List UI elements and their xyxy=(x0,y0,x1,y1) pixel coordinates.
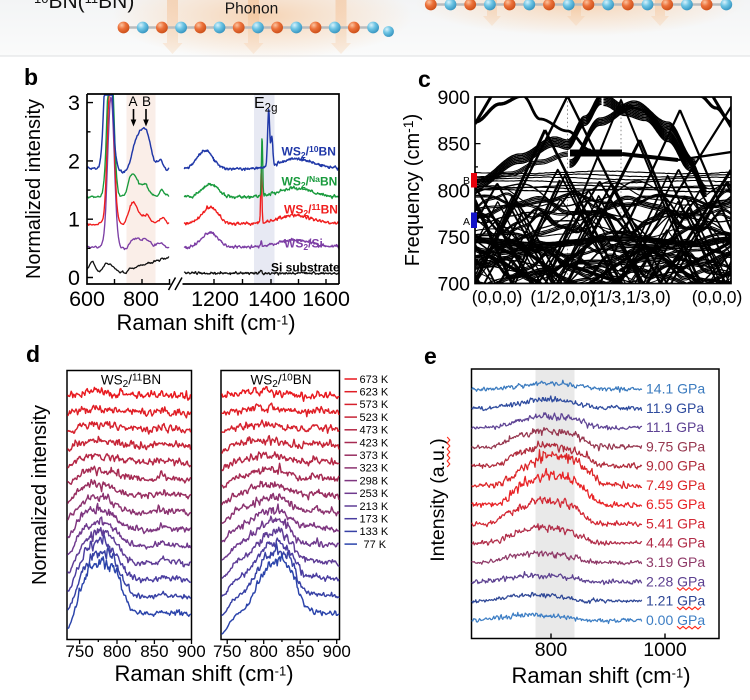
svg-text:2: 2 xyxy=(68,149,80,173)
svg-text:B: B xyxy=(463,175,470,187)
svg-text:WS2/NaBN: WS2/NaBN xyxy=(282,174,338,190)
svg-text:11.1 GPa: 11.1 GPa xyxy=(646,419,704,435)
svg-text:750: 750 xyxy=(213,642,241,661)
svg-text:4.44 GPa: 4.44 GPa xyxy=(646,535,705,551)
svg-text:(0,0,0): (0,0,0) xyxy=(472,287,523,307)
svg-text:Si substrate: Si substrate xyxy=(271,261,340,275)
svg-text:Raman shift (cm-1): Raman shift (cm-1) xyxy=(114,661,293,686)
svg-text:900: 900 xyxy=(177,642,205,661)
svg-text:323 K: 323 K xyxy=(360,463,389,475)
svg-text:1: 1 xyxy=(68,208,80,232)
svg-text:800: 800 xyxy=(535,639,568,661)
svg-text:523 K: 523 K xyxy=(360,412,389,424)
svg-text:5.41 GPa: 5.41 GPa xyxy=(646,515,705,531)
svg-text:213 K: 213 K xyxy=(360,501,389,513)
svg-text:WS2/Si: WS2/Si xyxy=(284,237,323,253)
svg-text:850: 850 xyxy=(437,134,470,156)
svg-text:1600: 1600 xyxy=(302,287,350,311)
svg-text:623 K: 623 K xyxy=(360,387,389,399)
svg-text:473 K: 473 K xyxy=(360,425,389,437)
svg-text:133 K: 133 K xyxy=(360,526,389,538)
svg-text:800: 800 xyxy=(103,642,131,661)
svg-text:A: A xyxy=(463,216,470,228)
svg-text:(1/3,1/3,0): (1/3,1/3,0) xyxy=(591,287,671,307)
svg-text:WS2/10BN: WS2/10BN xyxy=(251,372,312,390)
svg-text:1.21 GPa: 1.21 GPa xyxy=(646,593,705,609)
svg-text:800: 800 xyxy=(250,642,278,661)
svg-text:373 K: 373 K xyxy=(360,450,389,462)
svg-text:7.49 GPa: 7.49 GPa xyxy=(646,477,705,493)
svg-text:9.75 GPa: 9.75 GPa xyxy=(646,438,705,454)
svg-text:B: B xyxy=(142,94,151,109)
svg-text:Intensity (a.u.): Intensity (a.u.) xyxy=(427,438,449,562)
svg-text:9.00 GPa: 9.00 GPa xyxy=(646,458,705,474)
svg-text:(1/2,0,0): (1/2,0,0) xyxy=(530,287,595,307)
svg-text:77 K: 77 K xyxy=(364,539,387,551)
svg-text:Normalized intensity: Normalized intensity xyxy=(23,99,45,279)
svg-text:1200: 1200 xyxy=(191,287,239,311)
svg-text:900: 900 xyxy=(323,642,351,661)
svg-text:900: 900 xyxy=(437,87,470,109)
svg-text:700: 700 xyxy=(437,274,470,296)
svg-text:423 K: 423 K xyxy=(360,437,389,449)
svg-text:253 K: 253 K xyxy=(360,488,389,500)
svg-text:WS2/10BN: WS2/10BN xyxy=(282,144,336,160)
svg-text:Normalized intensity: Normalized intensity xyxy=(29,405,51,585)
svg-text:573 K: 573 K xyxy=(360,399,389,411)
svg-text:3: 3 xyxy=(68,91,80,115)
svg-text:A: A xyxy=(128,94,137,109)
svg-text:1400: 1400 xyxy=(248,287,296,311)
svg-text:14.1 GPa: 14.1 GPa xyxy=(646,381,705,397)
svg-text:e: e xyxy=(424,343,437,369)
svg-text:Frequency (cm-1): Frequency (cm-1) xyxy=(400,114,424,267)
svg-text:2.28 GPa: 2.28 GPa xyxy=(646,573,705,589)
svg-text:298 K: 298 K xyxy=(360,475,389,487)
svg-text:Raman shift (cm-1): Raman shift (cm-1) xyxy=(511,663,690,688)
svg-text:600: 600 xyxy=(69,287,105,311)
svg-text:750: 750 xyxy=(437,227,470,249)
svg-text:750: 750 xyxy=(65,642,93,661)
svg-text:850: 850 xyxy=(140,642,168,661)
svg-text:850: 850 xyxy=(286,642,314,661)
svg-text:c: c xyxy=(418,66,431,92)
svg-text:Raman shift (cm-1): Raman shift (cm-1) xyxy=(116,310,295,335)
svg-text:b: b xyxy=(24,64,38,90)
svg-text:(0,0,0): (0,0,0) xyxy=(692,287,743,307)
svg-text:800: 800 xyxy=(437,180,470,202)
svg-text:173 K: 173 K xyxy=(360,514,389,526)
svg-text:10BN(11BN): 10BN(11BN) xyxy=(34,0,134,13)
svg-text:11.9 GPa: 11.9 GPa xyxy=(646,400,704,416)
svg-text:3.19 GPa: 3.19 GPa xyxy=(646,554,705,570)
svg-text:1000: 1000 xyxy=(643,639,687,661)
svg-text:d: d xyxy=(26,341,40,367)
svg-text:Phonon: Phonon xyxy=(225,1,278,18)
svg-text:WS2/11BN: WS2/11BN xyxy=(101,372,161,390)
svg-text:673 K: 673 K xyxy=(360,374,389,386)
svg-text:0.00 GPa: 0.00 GPa xyxy=(646,612,705,628)
svg-text:WS2/11BN: WS2/11BN xyxy=(284,202,338,218)
svg-text:0: 0 xyxy=(68,266,80,290)
svg-text:800: 800 xyxy=(123,287,159,311)
svg-text:6.55 GPa: 6.55 GPa xyxy=(646,496,705,512)
